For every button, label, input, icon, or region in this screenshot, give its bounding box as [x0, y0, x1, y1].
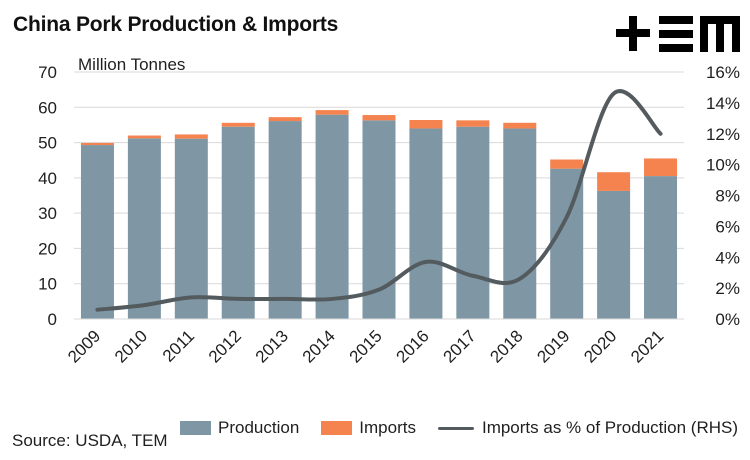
right-axis-tick-label: 12% [706, 125, 740, 144]
tem-logo [616, 16, 740, 52]
x-axis-tick-label: 2018 [486, 326, 526, 366]
x-axis-tick-label: 2021 [627, 326, 667, 366]
legend-swatch-line [437, 426, 474, 430]
imports-share-line [95, 89, 663, 312]
left-axis-tick-label: 40 [38, 169, 57, 188]
x-axis-tick-label: 2012 [205, 326, 245, 366]
bar-imports-2010 [127, 135, 161, 139]
x-axis-tick-label: 2009 [64, 326, 104, 366]
bar-imports-2013 [268, 117, 302, 122]
bar-imports-2020 [597, 172, 631, 191]
bar-imports-2014 [315, 110, 349, 115]
bar-production-2015 [362, 120, 396, 319]
right-axis-tick-label: 8% [715, 187, 740, 206]
left-axis-tick-label: 70 [38, 63, 57, 82]
legend-production: Production [180, 418, 299, 438]
x-axis-tick-label: 2010 [111, 326, 151, 366]
x-axis-tick-label: 2014 [299, 326, 339, 366]
bar-production-2021 [644, 176, 678, 319]
legend-line: Imports as % of Production (RHS) [437, 418, 738, 438]
bars [80, 110, 678, 320]
x-axis-tick-label: 2019 [533, 326, 573, 366]
bar-production-2010 [127, 138, 161, 319]
chart-title: China Pork Production & Imports [13, 13, 339, 36]
legend-label-imports: Imports [359, 418, 416, 437]
chart-legend: Production Imports Imports as % of Produ… [180, 417, 738, 439]
x-axis-tick-label: 2015 [346, 326, 386, 366]
legend-label-line: Imports as % of Production (RHS) [481, 418, 738, 437]
x-axis-tick-label: 2011 [159, 326, 198, 365]
x-axis-tick-label: 2016 [393, 326, 433, 366]
right-axis-tick-label: 2% [715, 279, 740, 298]
bar-production-2009 [80, 145, 114, 319]
bar-imports-2009 [80, 142, 114, 146]
left-axis-tick-label: 30 [38, 204, 57, 223]
right-axis-tick-label: 14% [706, 94, 740, 113]
right-axis-ticks: 0% 2% 4% 6% 8% 10% 12% 14% 16% [706, 63, 740, 329]
bar-imports-2017 [456, 120, 490, 127]
source-note: Source: USDA, TEM [12, 431, 168, 450]
legend-imports: Imports [321, 418, 416, 438]
x-axis-tick-label: 2013 [252, 326, 292, 366]
bar-production-2011 [174, 138, 208, 319]
bar-production-2014 [315, 114, 349, 320]
legend-swatch-production [180, 421, 211, 435]
bar-production-2012 [221, 126, 255, 319]
bar-imports-2016 [409, 119, 443, 129]
left-axis-tick-label: 50 [38, 134, 57, 153]
bar-imports-2011 [174, 134, 208, 139]
left-axis-tick-label: 20 [38, 239, 57, 258]
right-axis-tick-label: 4% [715, 248, 740, 267]
bar-imports-2019 [550, 159, 584, 169]
right-axis-tick-label: 0% [715, 310, 740, 329]
right-axis-tick-label: 16% [706, 63, 740, 82]
legend-swatch-imports [321, 421, 353, 435]
left-axis-tick-label: 10 [38, 275, 57, 294]
legend-label-production: Production [218, 418, 300, 437]
left-axis-tick-label: 60 [38, 98, 57, 117]
x-axis-tick-label: 2020 [580, 326, 620, 366]
bar-production-2016 [409, 128, 443, 319]
bar-imports-2021 [644, 158, 678, 177]
bar-production-2018 [503, 128, 537, 319]
right-axis-tick-label: 10% [706, 156, 740, 175]
x-axis-tick-label: 2017 [439, 326, 479, 366]
bar-production-2017 [456, 126, 490, 319]
left-axis-unit-label: Million Tonnes [78, 55, 185, 74]
bar-imports-2018 [503, 122, 537, 129]
bar-production-2020 [597, 190, 631, 319]
bar-imports-2015 [362, 115, 396, 121]
bar-production-2013 [268, 121, 302, 319]
tem-logo-mark [616, 16, 740, 52]
x-axis-ticks: 2009 2010 2011 2012 2013 2014 2015 2016 2017 2018… [64, 326, 667, 366]
bar-imports-2012 [221, 122, 255, 127]
left-axis-ticks: 0 10 20 30 40 50 60 70 [38, 63, 57, 329]
left-axis-tick-label: 0 [48, 310, 57, 329]
right-axis-tick-label: 6% [715, 217, 740, 236]
